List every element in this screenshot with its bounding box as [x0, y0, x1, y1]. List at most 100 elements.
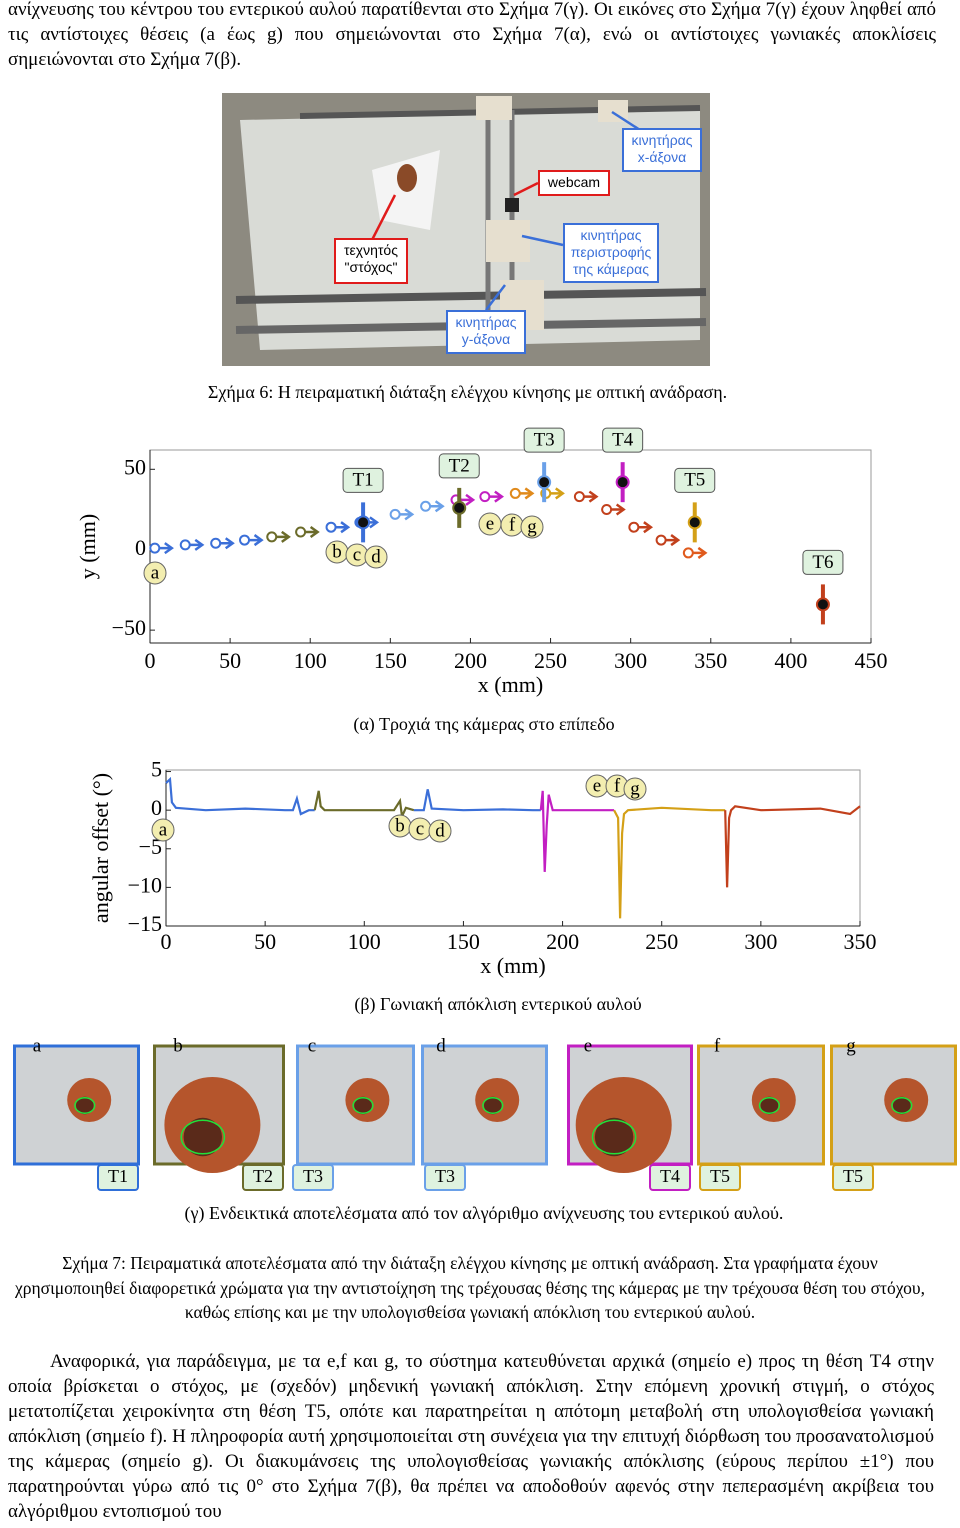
- camera-heading-tip: [164, 542, 174, 555]
- camera-heading-tip: [281, 530, 291, 543]
- lumen-core: [893, 1096, 911, 1115]
- photo-label: τεχνητός "στόχος": [334, 238, 408, 284]
- target-label-box: [674, 467, 716, 493]
- target-label: T5: [684, 470, 705, 491]
- x-tick-label: 300: [744, 929, 777, 954]
- x-tick-label: 0: [161, 929, 172, 954]
- camera-position: [149, 542, 161, 554]
- camera-pose: [509, 487, 535, 500]
- y-tick-label: −5: [139, 834, 162, 859]
- y-tick-label: 0: [151, 795, 162, 820]
- camera-position: [239, 534, 251, 546]
- figure7a-caption: (α) Τροχιά της κάμερας στο επίπεδο: [353, 714, 615, 734]
- camera-position: [628, 521, 640, 533]
- panel-target-box: [292, 1164, 334, 1191]
- camera-pose: [628, 521, 654, 534]
- camera-position: [601, 504, 613, 516]
- panel-letter: f: [714, 1035, 721, 1056]
- target: [687, 515, 702, 530]
- panel-target-box: [649, 1164, 691, 1191]
- point-letter: f: [614, 775, 621, 796]
- point-letter: c: [353, 544, 361, 565]
- photo-label: webcam: [538, 170, 610, 196]
- camera-position: [573, 491, 585, 503]
- y-tick-label: −15: [128, 911, 162, 936]
- camera-heading-tip: [524, 487, 535, 500]
- point-letter-badge: [428, 819, 452, 843]
- offset-line: [165, 776, 315, 816]
- camera-heading-tip: [494, 490, 505, 503]
- camera-pose: [325, 521, 351, 534]
- camera-heading-tip: [643, 521, 654, 534]
- panel-target-label: T4: [660, 1166, 680, 1186]
- x-tick-label: 350: [694, 648, 727, 673]
- panel-target-box: [242, 1164, 284, 1191]
- figure7b-caption: (β) Γωνιακή απόκλιση εντερικού αυλού: [354, 994, 642, 1014]
- camera-heading-tip: [588, 490, 599, 503]
- x-axis-label: x (mm): [480, 953, 545, 978]
- camera-position: [179, 539, 191, 551]
- target: [537, 475, 552, 490]
- panel-target-box: [699, 1164, 741, 1191]
- detected-contour: [758, 1097, 781, 1114]
- x-axis-label: x (mm): [478, 672, 543, 697]
- y-tick-label: −50: [112, 615, 146, 640]
- panel-target-label: T3: [435, 1166, 455, 1186]
- camera-pose: [295, 526, 320, 539]
- camera-pose: [655, 534, 681, 547]
- detected-contour: [591, 1119, 637, 1155]
- point-letter: e: [486, 513, 494, 534]
- point-letter: a: [159, 819, 168, 840]
- lumen-core: [594, 1117, 634, 1157]
- camera-pose: [179, 538, 205, 551]
- target-label-box: [523, 427, 565, 453]
- camera-heading-tip: [404, 508, 415, 521]
- lumen-core: [484, 1096, 502, 1115]
- panel-letter: b: [173, 1035, 183, 1056]
- x-tick-label: 200: [546, 929, 579, 954]
- camera-pose: [149, 542, 174, 555]
- detected-contour: [74, 1097, 96, 1114]
- point-letter: g: [630, 778, 640, 799]
- detected-contour: [482, 1097, 504, 1114]
- panel-target-box: [832, 1164, 874, 1191]
- y-axis-label: angular offset (°): [88, 773, 113, 923]
- camera-position: [682, 547, 694, 559]
- panel-target-label: T5: [710, 1166, 730, 1186]
- camera-heading-tip: [697, 546, 708, 559]
- body-paragraph: Αναφορικά, για παράδειγμα, με τα e,f και…: [8, 1351, 934, 1522]
- camera-heading-tip: [465, 493, 476, 506]
- panel-letter: a: [33, 1035, 42, 1056]
- offset-line: [539, 790, 615, 872]
- camera-heading-tip: [555, 487, 565, 500]
- offset-line: [413, 789, 541, 812]
- camera-position: [210, 537, 222, 549]
- panel-letter: g: [846, 1035, 856, 1056]
- camera-position: [389, 508, 401, 520]
- target-label-box: [602, 427, 644, 453]
- y-tick-label: 50: [124, 454, 146, 479]
- detected-contour: [352, 1097, 374, 1114]
- x-tick-label: 100: [294, 648, 327, 673]
- camera-heading-tip: [434, 500, 445, 513]
- panel-target-box: [97, 1164, 139, 1191]
- point-letter-badge: [623, 777, 647, 801]
- figure6-caption: Σχήμα 6: Η πειραματική διάταξη ελέγχου κ…: [207, 382, 728, 402]
- point-letter-badge: [151, 818, 175, 842]
- x-tick-label: 450: [855, 648, 888, 673]
- camera-position: [479, 491, 491, 503]
- target-label: T4: [612, 430, 634, 451]
- lumen-core: [354, 1096, 372, 1115]
- point-letter: a: [151, 562, 160, 583]
- x-tick-label: 100: [348, 929, 381, 954]
- x-tick-label: 150: [374, 648, 407, 673]
- panel-target-label: T5: [843, 1166, 863, 1186]
- camera-pose: [479, 490, 505, 503]
- point-letter: b: [395, 815, 405, 836]
- x-tick-label: 200: [454, 648, 487, 673]
- point-letter: e: [593, 775, 601, 796]
- panel-target-box: [424, 1164, 466, 1191]
- point-letter-badge: [143, 561, 167, 585]
- camera-pose: [682, 546, 708, 559]
